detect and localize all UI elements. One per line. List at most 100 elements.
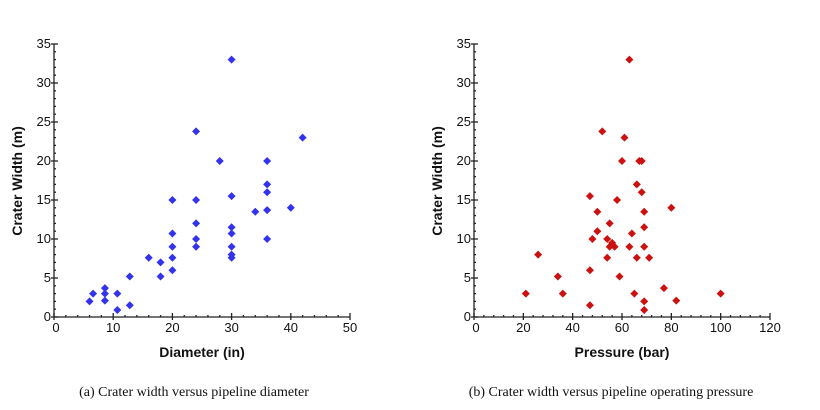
y-tick-label: 20 bbox=[457, 153, 471, 168]
data-point bbox=[605, 219, 614, 228]
panel-b: 0 5 10 15 20 25 30 35 0 20 40 60 80 100 120 Pressure … bbox=[429, 36, 781, 400]
data-point bbox=[168, 229, 177, 238]
panel-a-caption: (a) Crater width versus pipeline diamete… bbox=[79, 385, 309, 400]
data-point bbox=[640, 305, 649, 314]
data-point bbox=[263, 157, 272, 165]
data-point bbox=[168, 253, 177, 262]
data-point bbox=[100, 289, 109, 298]
data-point bbox=[125, 272, 134, 281]
x-tick-label: 80 bbox=[664, 320, 678, 335]
y-tick-label: 5 bbox=[464, 270, 471, 285]
data-point bbox=[610, 242, 619, 251]
data-point bbox=[632, 253, 641, 262]
panel-a: 0 5 10 15 20 25 30 35 0 10 20 30 40 50 Diameter (in)… bbox=[9, 36, 357, 400]
data-point bbox=[588, 235, 597, 243]
data-point bbox=[593, 227, 602, 236]
data-point bbox=[603, 235, 612, 243]
y-tick-label: 15 bbox=[457, 192, 471, 207]
data-point bbox=[263, 188, 272, 197]
data-point bbox=[521, 289, 530, 298]
x-tick-label: 40 bbox=[565, 320, 579, 335]
panel-a-points bbox=[85, 55, 307, 314]
panel-a-x-ticks: 0 10 20 30 40 50 bbox=[52, 313, 357, 335]
data-point bbox=[615, 272, 624, 281]
data-point bbox=[168, 242, 177, 251]
y-tick-label: 20 bbox=[37, 153, 51, 168]
data-point bbox=[192, 127, 201, 136]
data-point bbox=[192, 242, 201, 251]
data-point bbox=[667, 203, 676, 212]
panel-b-x-ticks: 0 20 40 60 80 100 120 bbox=[472, 313, 781, 335]
data-point bbox=[534, 250, 543, 259]
data-point bbox=[227, 242, 236, 251]
data-point bbox=[558, 289, 567, 298]
data-point bbox=[618, 157, 626, 165]
data-point bbox=[585, 301, 594, 310]
data-point bbox=[227, 55, 236, 64]
data-point bbox=[192, 196, 201, 204]
data-point bbox=[659, 284, 668, 293]
data-point bbox=[637, 188, 646, 197]
data-point bbox=[156, 272, 165, 281]
data-point bbox=[263, 180, 272, 189]
data-point bbox=[227, 253, 236, 262]
data-point bbox=[585, 266, 594, 275]
data-point bbox=[640, 223, 649, 232]
data-point bbox=[553, 272, 562, 281]
data-point bbox=[640, 207, 649, 216]
data-point bbox=[625, 55, 634, 64]
data-point bbox=[620, 133, 629, 142]
y-tick-label: 0 bbox=[464, 309, 471, 324]
data-point bbox=[627, 229, 636, 238]
data-point bbox=[672, 296, 681, 305]
data-point bbox=[215, 157, 224, 165]
y-tick-label: 30 bbox=[37, 75, 51, 90]
data-point bbox=[593, 207, 602, 216]
x-tick-label: 20 bbox=[165, 320, 179, 335]
data-point bbox=[625, 242, 634, 251]
y-tick-label: 35 bbox=[37, 36, 51, 51]
panel-a-y-ticks: 0 5 10 15 20 25 30 35 bbox=[37, 36, 58, 324]
x-tick-label: 30 bbox=[224, 320, 238, 335]
panel-b-y-ticks: 0 5 10 15 20 25 30 35 bbox=[457, 36, 478, 324]
x-tick-label: 20 bbox=[516, 320, 530, 335]
data-point bbox=[637, 157, 646, 165]
y-tick-label: 10 bbox=[457, 231, 471, 246]
panel-b-caption: (b) Crater width versus pipeline operati… bbox=[469, 385, 754, 400]
data-point bbox=[144, 253, 153, 262]
data-point bbox=[263, 235, 272, 243]
panel-a-y-axis-title: Crater Width (m) bbox=[9, 126, 25, 236]
y-tick-label: 10 bbox=[37, 231, 51, 246]
data-point bbox=[192, 219, 201, 228]
data-point bbox=[125, 301, 134, 310]
data-point bbox=[100, 284, 109, 293]
data-point bbox=[227, 223, 236, 232]
y-tick-label: 35 bbox=[457, 36, 471, 51]
y-tick-label: 15 bbox=[37, 192, 51, 207]
x-tick-label: 10 bbox=[106, 320, 120, 335]
x-tick-label: 0 bbox=[52, 320, 59, 335]
data-point bbox=[192, 235, 201, 243]
data-point bbox=[168, 266, 177, 275]
panel-b-y-axis-title: Crater Width (m) bbox=[429, 126, 445, 236]
data-point bbox=[613, 196, 622, 204]
y-tick-label: 25 bbox=[37, 114, 51, 129]
x-tick-label: 50 bbox=[343, 320, 357, 335]
x-tick-label: 0 bbox=[472, 320, 479, 335]
data-point bbox=[603, 253, 612, 262]
x-tick-label: 60 bbox=[615, 320, 629, 335]
data-point bbox=[85, 297, 94, 306]
x-tick-label: 120 bbox=[759, 320, 781, 335]
data-point bbox=[89, 289, 98, 298]
data-point bbox=[156, 258, 165, 267]
y-tick-label: 30 bbox=[457, 75, 471, 90]
data-point bbox=[598, 127, 607, 136]
data-point bbox=[251, 207, 260, 216]
y-tick-label: 5 bbox=[44, 270, 51, 285]
data-point bbox=[227, 192, 236, 201]
data-point bbox=[630, 289, 639, 298]
data-point bbox=[632, 180, 641, 189]
data-point bbox=[113, 305, 122, 314]
x-tick-label: 40 bbox=[284, 320, 298, 335]
